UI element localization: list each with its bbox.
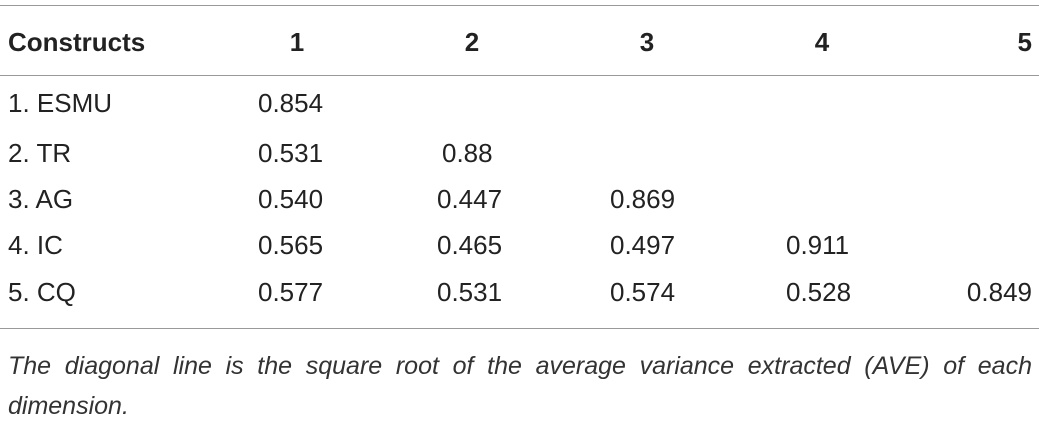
cell: 0.854 [258,88,324,118]
cell: 0.911 [786,230,850,260]
row-label: 3. AG [8,184,74,214]
cell: 0.577 [258,277,324,307]
cell: 0.540 [258,184,324,214]
cell: 0.869 [610,184,676,214]
header-cell: 4 [814,27,830,57]
cell: 0.531 [437,277,503,307]
cell: 0.849 [966,277,1032,307]
cell: 0.565 [258,230,324,260]
cell: 0.447 [437,184,503,214]
header-cell: 3 [639,27,655,57]
cell: 0.528 [786,277,852,307]
header-cell: 5 [1017,27,1032,57]
cell: 0.531 [258,138,324,168]
row-label: 4. IC [8,230,63,260]
row-label: 2. TR [8,138,72,168]
header-cell: 1 [289,27,305,57]
row-label: 1. ESMU [8,88,113,118]
footnote: The diagonal line is the square root of … [8,352,1032,420]
bottom-rule [0,328,1039,329]
header-cell: 2 [464,27,480,57]
cell: 0.574 [610,277,676,307]
cell: 0.465 [437,230,503,260]
row-label: 5. CQ [8,277,76,307]
cell: 0.497 [610,230,676,260]
top-rule [0,5,1039,6]
header-cell: Constructs [8,27,146,57]
header-rule [0,75,1039,76]
cell: 0.88 [442,138,493,168]
